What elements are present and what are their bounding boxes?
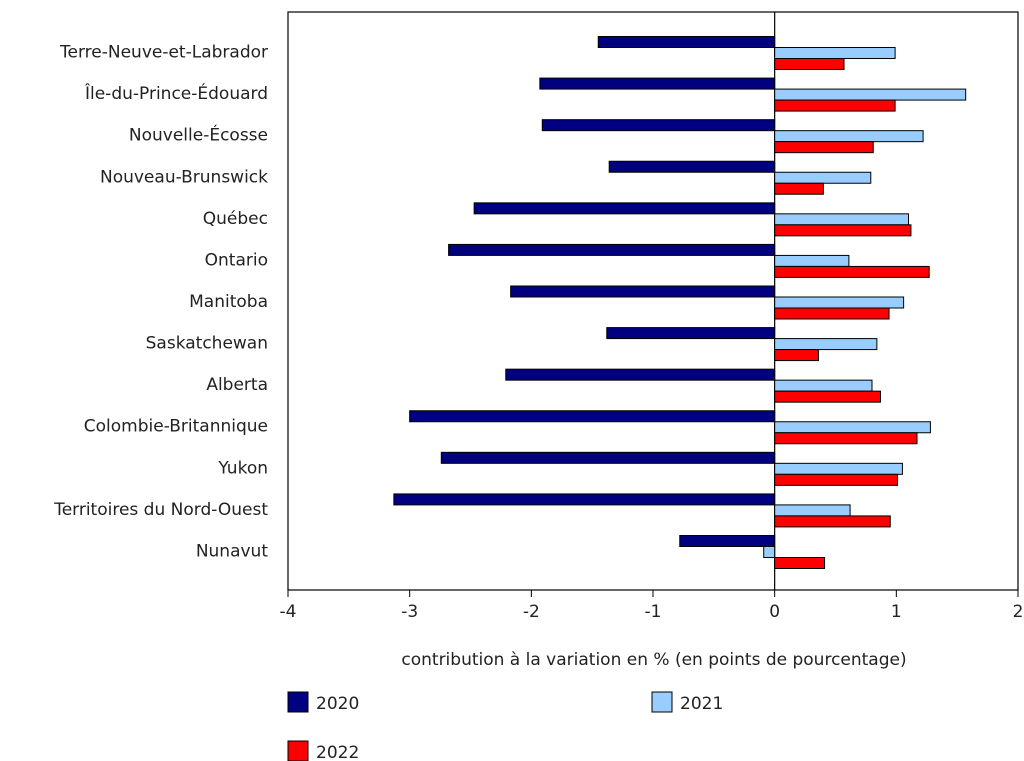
x-tick-label: 2 [1013,602,1024,622]
bar-2020 [440,451,776,464]
bar-2021 [774,379,873,392]
bar-2021 [774,130,924,143]
x-tick-label: 0 [769,602,780,622]
bar-2022 [774,141,874,154]
bar-2021 [774,171,872,184]
bar-2020 [448,243,776,256]
bar-2022 [774,58,845,71]
bar-2020 [393,493,776,506]
bar-2021 [774,296,905,309]
legend-swatch-2020 [287,691,309,713]
bar-2022 [774,265,930,278]
bar-2020 [409,410,776,423]
bar-2021 [763,545,776,558]
bar-2022 [774,390,882,403]
category-label: Yukon [217,458,268,478]
category-labels: Terre-Neuve-et-Labrador Île-du-Prince-Édo… [53,43,268,562]
bar-2020 [608,160,776,173]
legend: 2020 2021 2022 [287,691,723,761]
legend-swatch-2021 [651,691,673,713]
bar-2022 [774,224,912,237]
bar-2022 [774,556,826,569]
bar-2021 [774,88,967,101]
bar-2022 [774,307,890,320]
legend-label: 2022 [316,743,359,761]
category-label: Nouveau-Brunswick [100,167,268,187]
bar-2020 [539,77,776,90]
bar-2021 [774,213,910,226]
bar-2022 [774,349,819,362]
bar-2021 [774,421,931,434]
bars [393,36,967,569]
category-label: Manitoba [189,292,268,312]
category-label: Île-du-Prince-Édouard [84,82,268,104]
x-tick-label: -1 [645,602,662,622]
legend-label: 2021 [680,694,723,714]
bar-2020 [606,327,776,340]
bar-2021 [774,462,903,475]
bar-2022 [774,432,918,445]
category-label: Québec [203,209,268,229]
bar-2020 [473,202,776,215]
x-axis-title: contribution à la variation en % (en poi… [401,650,906,670]
bar-2020 [541,119,776,132]
category-label: Saskatchewan [146,334,268,354]
bar-2020 [510,285,776,298]
bar-2021 [774,47,896,60]
category-label: Ontario [205,250,268,270]
bar-2020 [679,534,776,547]
bar-2022 [774,99,896,112]
category-label: Nouvelle-Écosse [129,124,268,146]
bar-2021 [774,504,851,517]
bar-2020 [505,368,776,381]
legend-swatch-2022 [287,740,309,761]
bar-2022 [774,515,891,528]
category-label: Alberta [206,375,268,395]
x-tick-label: -4 [280,602,297,622]
bar-2021 [774,338,878,351]
x-tick-label: -2 [523,602,540,622]
x-axis-ticks: -4 -3 -2 -1 0 1 2 [280,590,1024,622]
bar-2021 [774,254,850,267]
bar-2022 [774,473,899,486]
category-label: Colombie-Britannique [84,417,268,437]
bar-2022 [774,182,824,195]
bar-2020 [597,36,776,49]
x-tick-label: -3 [401,602,418,622]
legend-label: 2020 [316,694,359,714]
category-label: Terre-Neuve-et-Labrador [59,43,268,63]
category-label: Territoires du Nord-Ouest [53,500,268,520]
x-tick-label: 1 [891,602,902,622]
category-label: Nunavut [196,541,269,561]
